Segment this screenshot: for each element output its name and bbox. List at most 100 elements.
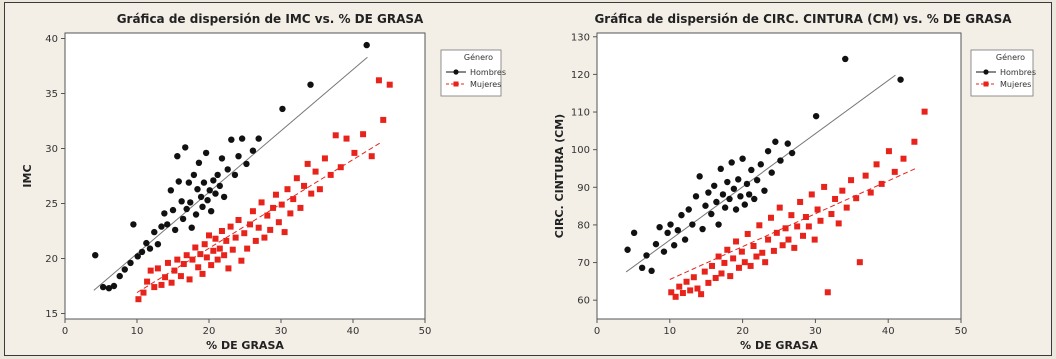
data-point-hombres <box>751 195 758 203</box>
data-point-mujeres <box>832 195 839 202</box>
data-point-hombres <box>753 176 761 184</box>
x-tick-label: 0 <box>594 326 600 337</box>
plot-area <box>596 32 962 320</box>
legend: Género Hombres Mujeres <box>440 49 506 97</box>
data-point-mujeres <box>258 199 265 206</box>
data-point-mujeres <box>197 251 204 258</box>
data-point-mujeres <box>828 211 835 218</box>
data-point-mujeres <box>811 236 818 243</box>
data-point-hombres <box>764 147 772 155</box>
data-point-mujeres <box>223 237 230 244</box>
data-point-hombres <box>178 198 185 205</box>
data-point-mujeres <box>900 155 907 162</box>
data-point-hombres <box>121 266 128 273</box>
data-point-hombres <box>134 253 141 260</box>
data-point-mujeres <box>767 214 774 221</box>
data-point-mujeres <box>284 186 291 193</box>
data-point-hombres <box>255 135 262 142</box>
data-point-mujeres <box>281 229 288 236</box>
x-tick-label: 30 <box>809 326 822 337</box>
data-point-mujeres <box>337 164 344 171</box>
data-point-mujeres <box>272 191 279 198</box>
data-point-mujeres <box>343 135 350 142</box>
data-point-mujeres <box>351 149 358 156</box>
scatter-chart-cintura: Gráfica de dispersión de CIRC. CINTURA (… <box>553 12 1036 352</box>
data-point-hombres <box>218 155 226 162</box>
data-point-mujeres <box>765 236 772 243</box>
data-point-mujeres <box>715 253 722 260</box>
x-axis-label: % DE GRASA <box>740 339 818 352</box>
data-point-hombres <box>204 197 211 204</box>
fit-line-hombres <box>625 74 896 273</box>
data-point-mujeres <box>308 190 315 197</box>
data-point-mujeres <box>797 198 804 205</box>
data-point-hombres <box>784 140 791 147</box>
x-tick-label: 10 <box>663 326 676 337</box>
data-point-mujeres <box>162 274 169 281</box>
data-point-mujeres <box>158 281 165 288</box>
data-point-mujeres <box>843 204 850 211</box>
data-point-mujeres <box>800 232 807 239</box>
data-point-mujeres <box>885 148 892 155</box>
legend-marker-hombres <box>453 69 459 75</box>
legend-title: Género <box>464 52 493 62</box>
data-point-mujeres <box>386 81 393 88</box>
data-point-mujeres <box>164 259 171 266</box>
data-point-hombres <box>238 135 246 142</box>
data-point-mujeres <box>782 225 789 232</box>
data-point-hombres <box>713 198 720 206</box>
data-point-hombres <box>179 215 187 223</box>
data-point-mujeres <box>712 274 719 281</box>
series-hombres <box>92 41 370 292</box>
data-point-hombres <box>739 155 746 162</box>
data-point-hombres <box>174 153 181 160</box>
data-point-hombres <box>737 193 744 200</box>
data-point-hombres <box>692 193 700 200</box>
data-point-hombres <box>192 211 200 218</box>
data-point-mujeres <box>753 253 760 260</box>
data-point-mujeres <box>679 290 686 297</box>
data-point-hombres <box>777 157 784 164</box>
y-tick-label: 60 <box>577 296 590 307</box>
legend-marker-hombres <box>983 69 989 75</box>
data-point-mujeres <box>183 252 190 259</box>
data-point-hombres <box>158 223 165 230</box>
data-point-mujeres <box>312 168 319 175</box>
data-point-mujeres <box>255 224 262 231</box>
data-point-hombres <box>127 259 134 267</box>
chart-title: Gráfica de dispersión de CIRC. CINTURA (… <box>594 12 1012 26</box>
y-tick-label: 15 <box>45 309 58 320</box>
data-point-mujeres <box>741 259 748 266</box>
data-point-mujeres <box>316 186 323 193</box>
data-point-mujeres <box>878 180 885 187</box>
data-point-hombres <box>696 173 703 180</box>
data-point-mujeres <box>244 245 251 252</box>
data-point-hombres <box>146 245 154 252</box>
data-point-hombres <box>681 236 689 243</box>
y-tick-label: 90 <box>577 183 590 194</box>
data-point-hombres <box>660 248 668 255</box>
x-tick-label: 40 <box>347 326 360 337</box>
data-point-hombres <box>788 149 796 157</box>
y-tick-label: 100 <box>571 145 590 156</box>
legend-box <box>440 49 502 97</box>
data-point-hombres <box>116 272 123 280</box>
data-point-mujeres <box>730 255 737 262</box>
data-point-mujeres <box>805 223 812 230</box>
data-point-mujeres <box>911 138 918 145</box>
data-point-mujeres <box>721 259 728 266</box>
data-point-mujeres <box>853 195 860 202</box>
data-point-hombres <box>169 206 177 214</box>
y-tick-label: 35 <box>45 89 58 100</box>
data-point-hombres <box>210 177 217 184</box>
data-point-hombres <box>721 204 729 211</box>
data-point-hombres <box>638 264 646 272</box>
data-point-mujeres <box>683 278 690 285</box>
data-point-mujeres <box>195 264 202 271</box>
data-point-hombres <box>195 159 203 166</box>
series-mujeres <box>668 108 928 300</box>
data-point-mujeres <box>839 187 846 194</box>
data-point-hombres <box>202 149 210 157</box>
data-point-hombres <box>214 171 221 179</box>
data-point-hombres <box>167 187 175 194</box>
